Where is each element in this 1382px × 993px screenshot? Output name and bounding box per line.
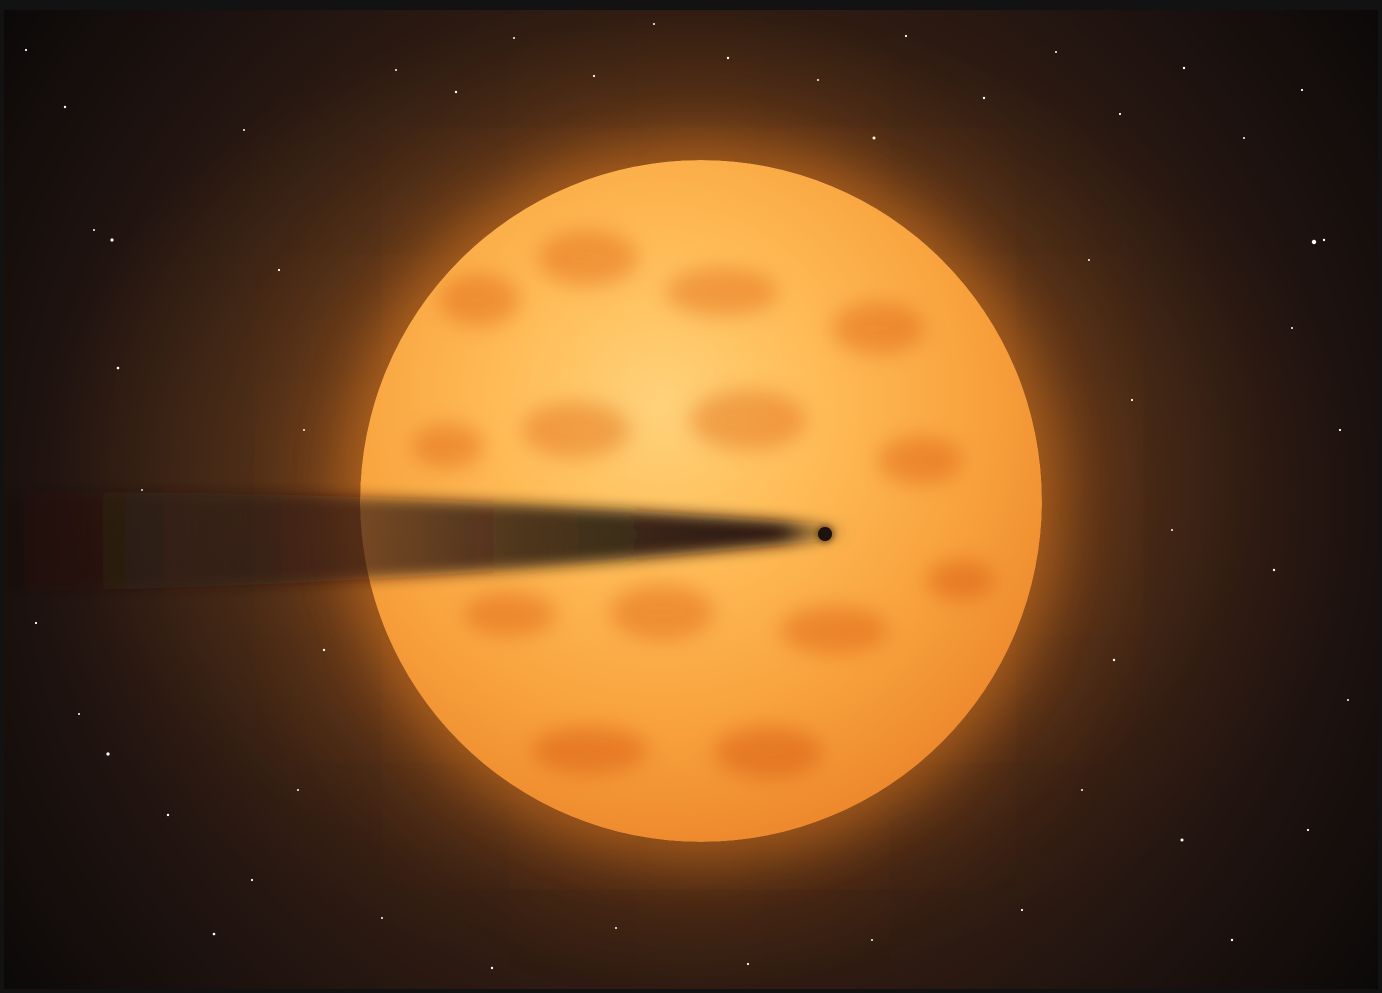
space-illustration (4, 10, 1378, 989)
star-granulation (360, 160, 1042, 842)
small-planet (818, 527, 832, 541)
star-sphere (360, 160, 1042, 842)
